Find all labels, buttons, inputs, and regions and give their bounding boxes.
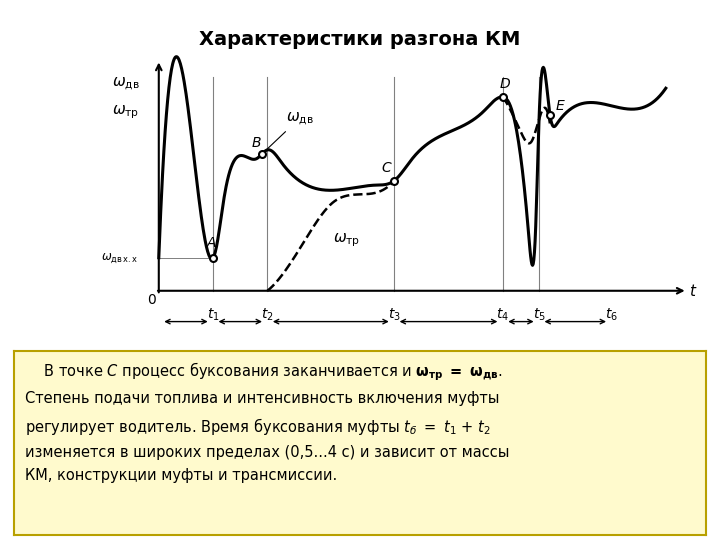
Text: A: A	[207, 236, 216, 249]
Text: D: D	[499, 77, 510, 91]
Text: $\omega_{\rm тр}$: $\omega_{\rm тр}$	[333, 232, 360, 249]
Text: E: E	[555, 99, 564, 113]
Text: C: C	[382, 161, 391, 175]
Text: $\omega_{\rm дв\,х.х}$: $\omega_{\rm дв\,х.х}$	[101, 251, 138, 265]
Text: $t_4$: $t_4$	[496, 306, 509, 322]
Text: $t_1$: $t_1$	[207, 306, 220, 322]
Text: В точке $\mathbf{\mathit{C}}$ процесс буксования заканчивается и $\mathbf{\omega: В точке $\mathbf{\mathit{C}}$ процесс бу…	[24, 360, 509, 483]
Text: 0: 0	[147, 293, 156, 307]
Text: $t_3$: $t_3$	[388, 306, 400, 322]
Text: $t_6$: $t_6$	[605, 306, 618, 322]
Text: $\omega_{\rm тр}$: $\omega_{\rm тр}$	[112, 104, 139, 122]
Text: $t_2$: $t_2$	[261, 306, 274, 322]
Text: B: B	[251, 136, 261, 150]
Text: $\omega_{\rm дв}$: $\omega_{\rm дв}$	[112, 75, 140, 92]
Text: Характеристики разгона КМ: Характеристики разгона КМ	[199, 30, 521, 49]
Text: $\omega_{\rm дв}$: $\omega_{\rm дв}$	[264, 110, 313, 152]
Text: $t$: $t$	[689, 283, 698, 299]
Text: $t_5$: $t_5$	[533, 306, 546, 322]
